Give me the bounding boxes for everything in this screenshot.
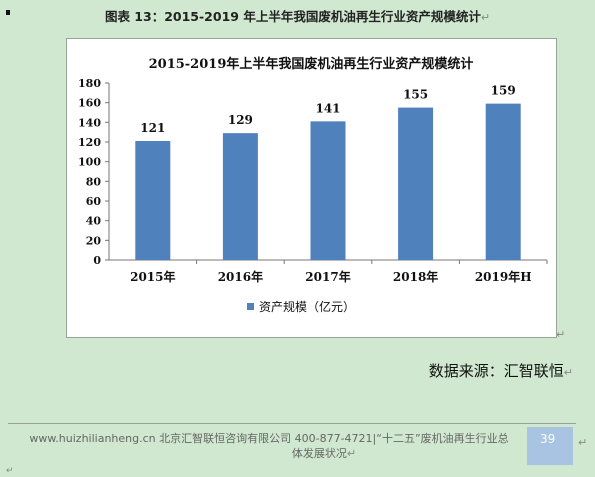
y-tick-label: 40: [86, 215, 102, 228]
bar-chart: 2015-2019年上半年我国废机油再生行业资产规模统计 0 20 40 60 80 100…: [78, 56, 548, 314]
y-tick-label: 140: [78, 116, 101, 129]
x-tick-label: 2015年: [130, 269, 175, 284]
bottom-paragraph-mark: ↵: [6, 466, 14, 476]
y-tick-label: 160: [78, 97, 101, 110]
data-label: 129: [228, 113, 253, 127]
page-footer: www.huizhilianheng.cn 北京汇智联恒咨询有限公司 400-8…: [14, 431, 524, 461]
data-label: 155: [403, 88, 428, 102]
figure-caption-text: 图表 13：2015-2019 年上半年我国废机油再生行业资产规模统计: [104, 9, 481, 24]
y-tick-label: 80: [86, 175, 102, 188]
data-source: 数据来源：汇智联恒↵: [429, 360, 573, 381]
bar: [310, 121, 346, 260]
data-label: 141: [315, 101, 340, 115]
footer-divider: [8, 423, 576, 424]
chart-end-mark: ↵: [556, 328, 566, 341]
x-tick-label: 2016年: [218, 269, 263, 284]
y-tick-label: 100: [78, 156, 101, 169]
footer-text-line2: 体发展状况: [291, 447, 347, 460]
y-tick-label: 60: [86, 195, 102, 208]
y-tick-label: 120: [78, 136, 101, 149]
bar: [485, 103, 521, 261]
chart-title: 2015-2019年上半年我国废机油再生行业资产规模统计: [149, 56, 474, 72]
page-number-box: [527, 427, 573, 465]
footer-end-mark: ↵: [346, 447, 357, 460]
source-end-mark: ↵: [563, 366, 573, 379]
list-bullet: [6, 10, 10, 15]
y-tick-label: 0: [93, 254, 101, 267]
legend-label: 资产规模（亿元）: [259, 299, 355, 314]
page-number-end-mark: ↵: [578, 436, 588, 449]
chart-container: 2015-2019年上半年我国废机油再生行业资产规模统计 0 20 40 60 80 100…: [66, 38, 557, 338]
x-tick-label: 2018年: [393, 269, 438, 284]
data-label: 159: [491, 84, 516, 98]
data-source-text: 数据来源：汇智联恒: [428, 362, 564, 380]
bar: [135, 141, 171, 260]
page-number: 39: [540, 432, 556, 446]
bar: [222, 133, 258, 260]
data-label: 121: [140, 121, 165, 135]
x-tick-label: 2019年H: [475, 269, 532, 284]
paragraph-mark: ↵: [480, 11, 491, 24]
x-tick-label: 2017年: [305, 269, 350, 284]
y-tick-label: 180: [78, 77, 101, 90]
y-tick-label: 20: [86, 234, 102, 247]
figure-caption: 图表 13：2015-2019 年上半年我国废机油再生行业资产规模统计↵: [0, 6, 595, 25]
legend-swatch: [247, 303, 254, 310]
bar: [398, 107, 434, 260]
footer-text-line1: www.huizhilianheng.cn 北京汇智联恒咨询有限公司 400-8…: [29, 432, 509, 445]
